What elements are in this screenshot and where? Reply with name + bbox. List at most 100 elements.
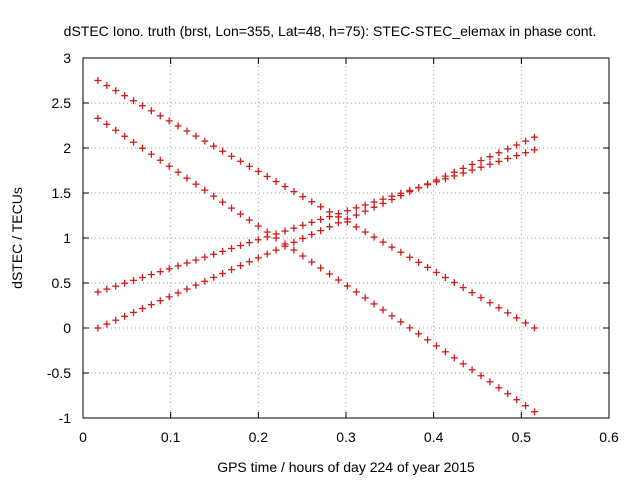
data-point: [370, 198, 378, 206]
data-point: [459, 284, 467, 292]
y-axis-label: dSTEC / TECUs: [9, 187, 25, 289]
tick-labels: 0 0.1 0.2 0.3 0.4 0.5 0.6 -1 -0.5 0 0.5 1 1.5 2 2.5 3: [47, 50, 619, 445]
data-point: [219, 247, 227, 255]
data-point: [245, 239, 253, 247]
data-point: [290, 246, 298, 254]
data-point: [370, 233, 378, 241]
data-point: [165, 293, 173, 301]
data-point: [165, 162, 173, 170]
data-point: [263, 250, 271, 258]
data-point: [299, 234, 307, 242]
data-point: [468, 289, 476, 297]
data-point: [388, 243, 396, 251]
data-point: [236, 210, 244, 218]
data-point: [522, 402, 530, 410]
x-tick-label: 0.6: [599, 429, 619, 445]
data-point: [290, 188, 298, 196]
data-point: [326, 270, 334, 278]
data-point: [228, 266, 236, 274]
data-point: [397, 189, 405, 197]
data-point: [352, 223, 360, 231]
data-point: [477, 157, 485, 165]
data-point: [468, 366, 476, 374]
plot-frame: [82, 57, 610, 419]
data-point: [228, 204, 236, 212]
data-point: [334, 210, 342, 218]
data-point: [495, 157, 503, 165]
data-point: [397, 318, 405, 326]
data-point: [530, 408, 538, 416]
y-tick-label: 3: [63, 50, 71, 66]
y-tick-label: 0: [63, 320, 71, 336]
data-point: [174, 168, 182, 176]
data-point: [130, 97, 138, 105]
data-point: [138, 102, 146, 110]
x-tick-label: 0.5: [512, 429, 532, 445]
data-point: [361, 201, 369, 209]
data-point: [254, 254, 262, 262]
data-point: [281, 183, 289, 191]
data-point: [441, 175, 449, 183]
data-point: [121, 92, 129, 100]
data-point: [486, 299, 494, 307]
y-tick-label: -0.5: [47, 365, 71, 381]
data-point: [156, 156, 164, 164]
data-point: [326, 223, 334, 231]
data-point: [513, 141, 521, 149]
x-tick-label: 0.4: [424, 429, 444, 445]
data-point: [103, 120, 111, 128]
data-point: [522, 319, 530, 327]
data-points: [94, 77, 538, 416]
chart-title: dSTEC Iono. truth (brst, Lon=355, Lat=48…: [64, 23, 597, 39]
data-point: [450, 354, 458, 362]
data-point: [121, 279, 129, 287]
data-point: [530, 133, 538, 141]
data-point: [334, 276, 342, 284]
data-point: [415, 184, 423, 192]
data-point: [219, 198, 227, 206]
data-point: [477, 372, 485, 380]
data-point: [201, 137, 209, 145]
data-point: [138, 305, 146, 313]
data-point: [272, 178, 280, 186]
y-tick-label: 2.5: [52, 95, 72, 111]
data-point: [495, 304, 503, 312]
data-point: [290, 238, 298, 246]
data-point: [424, 181, 432, 189]
data-point: [388, 312, 396, 320]
data-point: [450, 279, 458, 287]
data-point: [192, 281, 200, 289]
data-point: [156, 112, 164, 120]
data-point: [459, 360, 467, 368]
y-tick-label: 0.5: [52, 275, 72, 291]
data-point: [121, 312, 129, 320]
x-tick-label: 0.1: [161, 429, 181, 445]
data-point: [103, 82, 111, 90]
data-point: [103, 320, 111, 328]
data-point: [130, 308, 138, 316]
data-point: [245, 216, 253, 224]
data-point: [138, 144, 146, 152]
data-point: [379, 238, 387, 246]
data-point: [299, 252, 307, 260]
data-point: [370, 300, 378, 308]
data-point: [147, 271, 155, 279]
data-point: [317, 264, 325, 272]
data-point: [432, 268, 440, 276]
data-point: [343, 215, 351, 223]
data-point: [165, 265, 173, 273]
data-point: [388, 192, 396, 200]
data-point: [245, 258, 253, 266]
data-point: [281, 227, 289, 235]
data-point: [94, 114, 102, 122]
data-point: [228, 152, 236, 160]
data-point: [317, 227, 325, 235]
y-tick-label: 1.5: [52, 185, 72, 201]
data-point: [219, 269, 227, 277]
data-point: [504, 155, 512, 163]
data-point: [361, 294, 369, 302]
data-point: [486, 160, 494, 168]
data-point: [263, 233, 271, 241]
data-point: [352, 204, 360, 212]
data-point: [112, 126, 120, 134]
